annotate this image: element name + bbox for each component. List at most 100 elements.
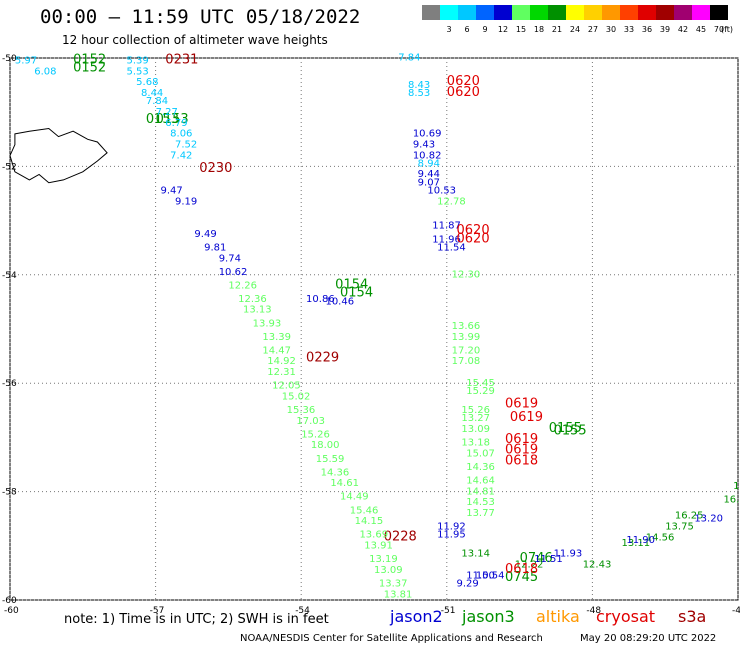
satellite-name-jason3: jason3 xyxy=(462,607,515,626)
wave-height-value: 10.69 xyxy=(413,129,442,140)
legend-tick-label: 39 xyxy=(659,25,671,34)
legend-swatch xyxy=(710,5,728,20)
wave-height-value: 13.69 xyxy=(359,530,388,541)
legend-tick-label: 18 xyxy=(533,25,545,34)
wave-height-value: 13.81 xyxy=(384,589,413,600)
legend-swatch xyxy=(692,5,710,20)
pass-time-label: 0231 xyxy=(165,52,198,67)
wave-height-value: 9.29 xyxy=(457,578,479,589)
wave-height-value: 10.86 xyxy=(306,294,335,305)
wave-height-value: 12.26 xyxy=(228,280,257,291)
wave-height-value: 10.53 xyxy=(427,186,456,197)
longitude-tick-label: -54 xyxy=(295,606,310,616)
wave-height-value: 15.29 xyxy=(466,386,495,397)
footer-note: note: 1) Time is in UTC; 2) SWH is in fe… xyxy=(64,612,329,627)
wave-height-value: 11.87 xyxy=(432,221,461,232)
pass-time-label: 0155 xyxy=(549,421,582,436)
wave-height-value: 11.54 xyxy=(437,242,466,253)
wave-height-value: 17.08 xyxy=(452,356,481,367)
latitude-tick-label: -60 xyxy=(2,596,17,606)
longitude-tick-label: -51 xyxy=(441,606,456,616)
wave-height-value: 12.30 xyxy=(452,270,481,281)
wave-height-value: 12.36 xyxy=(238,294,267,305)
wave-height-value: 12.43 xyxy=(583,559,612,570)
legend-tick-label: 24 xyxy=(569,25,581,34)
credit-text: NOAA/NESDIS Center for Satellite Applica… xyxy=(240,633,543,644)
wave-height-value: 13.09 xyxy=(374,565,403,576)
wave-height-value: 5.68 xyxy=(136,77,158,88)
legend-tick-label: 12 xyxy=(497,25,509,34)
legend-tick-label: 6 xyxy=(464,25,470,34)
pass-time-label: 0619 xyxy=(505,432,538,447)
legend-swatch xyxy=(602,5,620,20)
pass-time-label: 0620 xyxy=(447,85,480,100)
wave-height-value: 5.97 xyxy=(15,55,37,66)
wave-height-value: 13.91 xyxy=(364,541,393,552)
pass-time-label: 0152 xyxy=(73,61,106,76)
wave-height-value: 10.82 xyxy=(413,150,442,161)
wave-height-value: 17.03 xyxy=(296,416,325,427)
legend-tick-label: 33 xyxy=(623,25,635,34)
wave-height-value: 14.64 xyxy=(466,475,495,486)
wave-height-value: 16.1 xyxy=(733,481,740,492)
wave-height-value: 14.92 xyxy=(267,356,296,367)
wave-height-value: 12.78 xyxy=(437,196,466,207)
latitude-tick-label: -58 xyxy=(2,488,17,498)
legend-tick-label: 9 xyxy=(482,25,488,34)
pass-time-label: 0152 xyxy=(73,52,106,67)
wave-height-value: 13.20 xyxy=(694,513,723,524)
wave-height-value: 13.99 xyxy=(452,332,481,343)
satellite-name-s3a: s3a xyxy=(678,607,707,626)
wave-height-value: 13.09 xyxy=(461,424,490,435)
wave-height-value: 8.94 xyxy=(418,158,440,169)
pass-time-label: 0154 xyxy=(335,277,368,292)
pass-time-label: 0230 xyxy=(199,161,232,176)
legend-swatch xyxy=(494,5,512,20)
wave-height-value: 15.26 xyxy=(301,429,330,440)
latitude-tick-label: -56 xyxy=(2,379,17,389)
wave-height-value: 14.49 xyxy=(340,492,369,503)
wave-height-value: 13.39 xyxy=(262,332,291,343)
legend-tick-label: 3 xyxy=(446,25,452,34)
legend-swatch xyxy=(566,5,584,20)
wave-height-value: 14.61 xyxy=(330,478,359,489)
wave-height-value: 9.81 xyxy=(204,242,226,253)
wave-height-value: 10.54 xyxy=(476,570,505,581)
legend-unit: (ft) xyxy=(720,25,734,34)
legend-swatch xyxy=(422,5,440,20)
pass-time-label: 0153 xyxy=(156,112,189,127)
wave-height-value: 17.20 xyxy=(452,345,481,356)
wave-height-value: 9.07 xyxy=(418,177,440,188)
wave-height-value: 16.25 xyxy=(675,511,704,522)
wave-height-value: 9.49 xyxy=(194,229,216,240)
wave-height-value: 7.84 xyxy=(146,96,168,107)
map-title: 00:00 – 11:59 UTC 05/18/2022 xyxy=(40,6,361,28)
legend-tick-label: 15 xyxy=(515,25,527,34)
wave-height-value: 13.18 xyxy=(461,438,490,449)
wave-height-value: 6.79 xyxy=(165,118,187,129)
satellite-name-altika: altika xyxy=(536,607,580,626)
legend-tick-label: 70 xyxy=(713,25,725,34)
latitude-tick-label: -50 xyxy=(2,54,17,64)
wave-height-value: 13.27 xyxy=(461,413,490,424)
map-subtitle: 12 hour collection of altimeter wave hei… xyxy=(62,33,328,47)
wave-height-value: 13.11 xyxy=(622,538,651,549)
wave-height-value: 16.88 xyxy=(723,494,740,505)
wave-height-value: 11.96 xyxy=(432,234,461,245)
wave-height-value: 12.22 xyxy=(515,559,544,570)
wave-height-value: 11.95 xyxy=(437,530,466,541)
wave-height-value: 7.27 xyxy=(156,107,178,118)
wave-height-value: 8.53 xyxy=(408,88,430,99)
legend-swatch xyxy=(476,5,494,20)
wave-height-value: 12.31 xyxy=(267,367,296,378)
pass-time-label: 0229 xyxy=(306,351,339,366)
wave-height-value: 11.51 xyxy=(534,554,563,565)
wave-height-value: 14.81 xyxy=(466,486,495,497)
pass-time-label: 0228 xyxy=(384,529,417,544)
wave-height-value: 10.46 xyxy=(325,297,354,308)
latitude-tick-label: -52 xyxy=(2,162,17,172)
wave-height-value: 14.56 xyxy=(646,532,675,543)
legend-tick-label: 27 xyxy=(587,25,599,34)
wave-height-value: 8.43 xyxy=(408,80,430,91)
